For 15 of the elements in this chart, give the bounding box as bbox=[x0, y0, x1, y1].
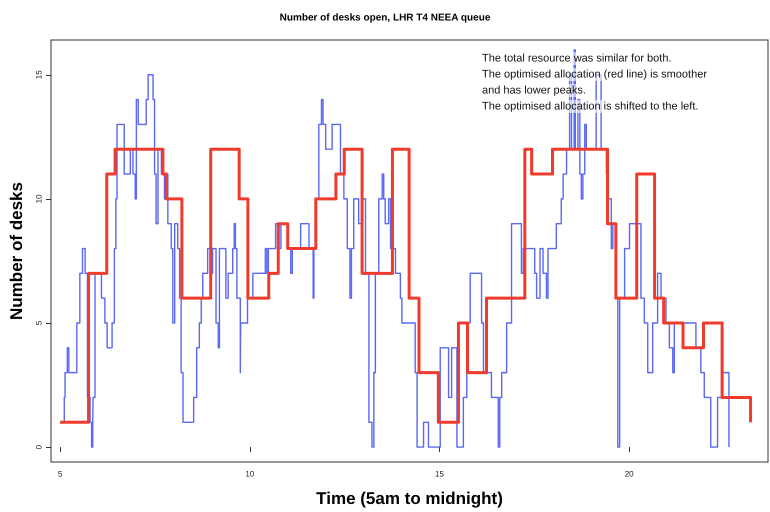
annotation: and has lower peaks. bbox=[482, 84, 586, 96]
annotation: The optimised allocation is shifted to the left. bbox=[482, 100, 698, 112]
y-axis-title: Number of desks bbox=[7, 182, 26, 320]
y-tick-label: 0 bbox=[34, 444, 44, 450]
x-tick-label: 20 bbox=[624, 470, 634, 478]
annotation: The total resource was similar for both. bbox=[482, 52, 672, 64]
x-tick-label: 10 bbox=[245, 470, 255, 478]
x-tick-label: 15 bbox=[435, 470, 444, 478]
annotation: The optimised allocation (red line) is smoother bbox=[482, 68, 708, 80]
y-tick-label: 10 bbox=[34, 194, 44, 204]
y-tick-label: 5 bbox=[34, 320, 44, 326]
x-axis-title: Time (5am to midnight) bbox=[316, 489, 503, 508]
chart-title: Number of desks open, LHR T4 NEEA queue bbox=[280, 12, 491, 24]
y-tick-label: 15 bbox=[34, 70, 44, 80]
x-tick-label: 5 bbox=[58, 470, 63, 478]
